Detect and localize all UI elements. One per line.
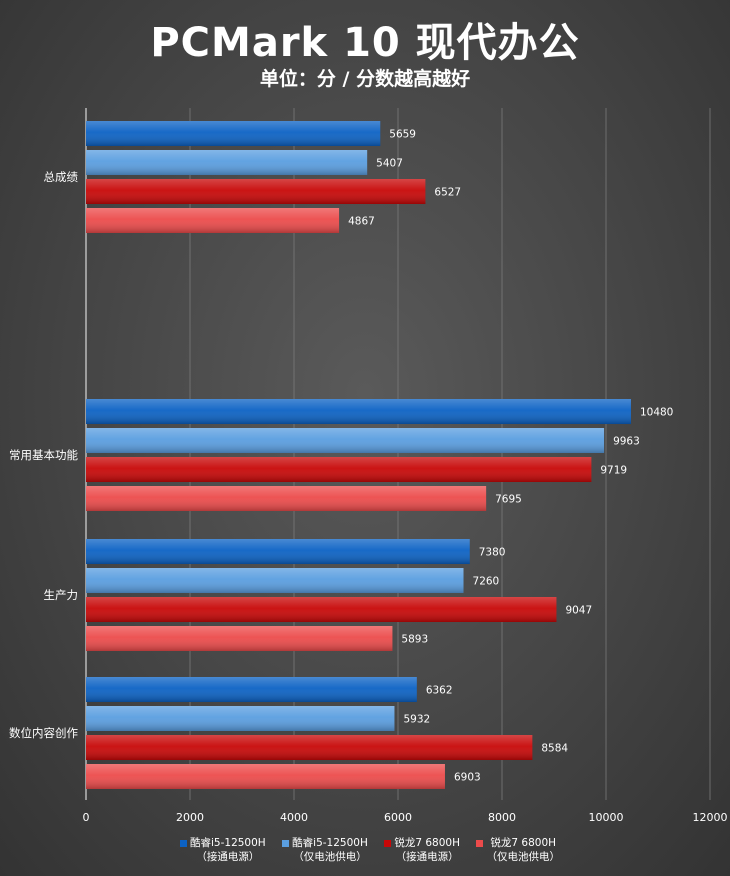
data-label: 6362 (426, 685, 453, 697)
category-label: 总成绩 (44, 170, 79, 184)
data-label: 9719 (600, 465, 627, 477)
x-tick-label: 2000 (176, 811, 204, 824)
bar-shading (86, 208, 340, 233)
data-label: 5893 (401, 634, 428, 646)
data-label: 6903 (454, 772, 481, 784)
data-label: 9963 (613, 436, 640, 448)
bar-shading (86, 764, 445, 789)
category-label: 生产力 (44, 588, 79, 602)
legend-item: 酷睿i5-12500H （接通电源） (180, 836, 266, 864)
data-label: 9047 (565, 605, 592, 617)
chart-subtitle: 单位：分 / 分数越高越好 (259, 68, 471, 90)
bar-shading (86, 677, 417, 702)
bar-shading (86, 706, 395, 731)
x-tick-label: 12000 (693, 811, 728, 824)
legend-item: 锐龙7 6800H （仅电池供电） (476, 836, 560, 864)
data-label: 5659 (389, 129, 416, 141)
legend-swatch (282, 840, 290, 847)
bar-shading (86, 597, 557, 622)
x-tick-label: 0 (83, 811, 90, 824)
data-label: 10480 (640, 407, 673, 419)
data-label: 7695 (495, 494, 522, 506)
x-tick-label: 8000 (488, 811, 516, 824)
legend-label: 酷睿i5-12500H （仅电池供电） (292, 837, 368, 863)
legend-label: 锐龙7 6800H （接通电源） (394, 837, 460, 863)
bar-shading (86, 179, 426, 204)
x-tick-label: 6000 (384, 811, 412, 824)
legend-swatch (476, 840, 484, 847)
chart-title: PCMark 10 现代办公 (150, 20, 580, 66)
category-label: 常用基本功能 (9, 448, 78, 462)
legend-item: 酷睿i5-12500H （仅电池供电） (282, 836, 368, 864)
data-label: 6527 (434, 187, 461, 199)
data-label: 4867 (348, 216, 375, 228)
chart-legend: 酷睿i5-12500H （接通电源） 酷睿i5-12500H （仅电池供电） 锐龙7 6… (180, 836, 560, 864)
data-label: 7260 (473, 576, 500, 588)
x-tick-label: 10000 (589, 811, 624, 824)
data-label: 8584 (541, 743, 568, 755)
bar-shading (86, 150, 368, 175)
legend-item: 锐龙7 6800H （接通电源） (384, 836, 460, 864)
data-label: 5407 (376, 158, 403, 170)
bar-shading (86, 626, 393, 651)
bar-shading (86, 428, 605, 453)
legend-swatch (384, 840, 392, 847)
data-label: 7380 (479, 547, 506, 559)
legend-label: 锐龙7 6800H （仅电池供电） (486, 837, 560, 863)
bar-shading (86, 457, 592, 482)
data-label: 5932 (403, 714, 430, 726)
category-label: 数位内容创作 (9, 726, 78, 740)
x-tick-label: 4000 (280, 811, 308, 824)
bar-shading (86, 121, 381, 146)
bar-shading (86, 568, 464, 593)
bar-shading (86, 539, 470, 564)
bar-shading (86, 486, 487, 511)
bar-shading (86, 735, 533, 760)
legend-swatch (180, 840, 187, 847)
legend-label: 酷睿i5-12500H （接通电源） (190, 837, 266, 863)
bar-shading (86, 399, 631, 424)
